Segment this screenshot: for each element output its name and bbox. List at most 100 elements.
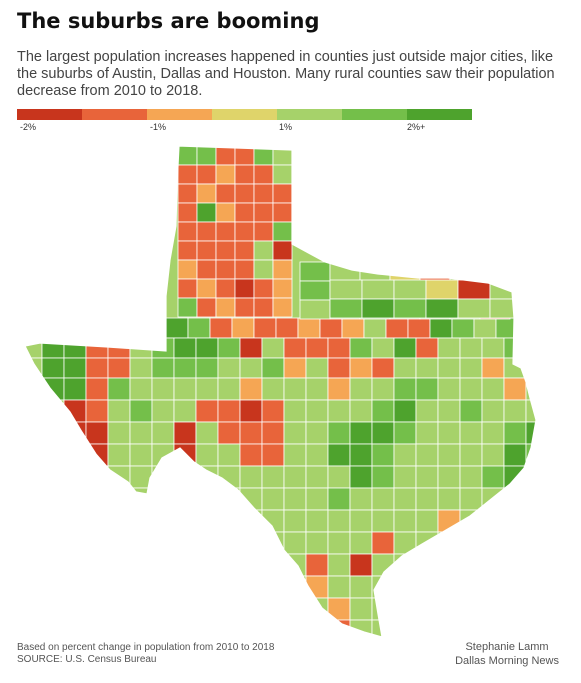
county	[459, 465, 483, 489]
county	[319, 317, 343, 339]
county	[459, 575, 483, 599]
county	[85, 553, 109, 577]
county	[63, 553, 87, 577]
county	[415, 465, 439, 489]
county	[415, 619, 439, 637]
county	[393, 575, 417, 599]
county	[415, 443, 439, 467]
county	[217, 597, 241, 621]
county	[437, 531, 461, 555]
county	[349, 619, 373, 637]
county	[173, 487, 197, 511]
county	[481, 357, 505, 379]
county	[349, 377, 373, 401]
county	[41, 597, 65, 621]
county	[459, 509, 483, 533]
county	[548, 532, 570, 554]
county	[393, 399, 417, 423]
county	[215, 183, 236, 204]
county	[548, 510, 570, 532]
county	[272, 278, 293, 299]
county	[272, 240, 293, 261]
county	[261, 597, 285, 621]
county	[261, 487, 285, 511]
county	[503, 597, 527, 621]
county	[41, 619, 65, 637]
county	[305, 597, 329, 621]
county	[129, 553, 153, 577]
county	[177, 221, 198, 242]
county	[196, 183, 217, 204]
county	[327, 487, 351, 511]
county	[503, 575, 527, 599]
county	[570, 444, 581, 466]
county	[548, 358, 570, 378]
county	[481, 421, 505, 445]
county	[129, 531, 153, 555]
county	[41, 421, 65, 445]
county	[548, 444, 570, 466]
county	[327, 337, 351, 359]
county	[425, 279, 459, 300]
county	[548, 620, 570, 640]
county	[234, 164, 255, 185]
county	[371, 487, 395, 511]
county	[85, 337, 109, 359]
county	[107, 597, 131, 621]
county	[253, 278, 274, 299]
county	[481, 337, 505, 359]
county	[63, 337, 87, 359]
county	[525, 399, 536, 423]
county	[548, 378, 570, 400]
county	[349, 465, 373, 489]
county	[151, 399, 175, 423]
county	[234, 240, 255, 261]
county	[415, 531, 439, 555]
county	[129, 619, 153, 637]
county	[570, 400, 581, 422]
county	[481, 597, 505, 621]
county	[85, 575, 109, 599]
county	[305, 357, 329, 379]
county	[63, 487, 87, 511]
county	[570, 620, 581, 640]
county	[253, 240, 274, 261]
county	[503, 357, 527, 379]
county	[217, 377, 241, 401]
county	[239, 399, 263, 423]
county	[129, 357, 153, 379]
county	[165, 317, 189, 339]
county	[481, 553, 505, 577]
county	[217, 553, 241, 577]
county	[231, 317, 255, 339]
county	[239, 377, 263, 401]
chart-title: The suburbs are booming	[17, 9, 320, 33]
county	[481, 619, 505, 637]
county	[41, 509, 65, 533]
county	[187, 317, 211, 339]
county	[234, 278, 255, 299]
county	[481, 399, 505, 423]
county	[283, 553, 307, 577]
county	[195, 619, 219, 637]
county	[570, 422, 581, 444]
county	[25, 421, 43, 445]
county	[449, 261, 481, 282]
county	[548, 554, 570, 576]
county	[437, 377, 461, 401]
county	[393, 531, 417, 555]
county	[437, 597, 461, 621]
county	[548, 338, 570, 358]
county	[63, 465, 87, 489]
county	[349, 337, 373, 359]
county	[253, 297, 274, 318]
county	[415, 509, 439, 533]
county	[305, 531, 329, 555]
author-name: Stephanie Lamm	[465, 641, 549, 653]
county	[415, 553, 439, 577]
county	[41, 399, 65, 423]
county	[63, 597, 87, 621]
county	[437, 553, 461, 577]
county	[25, 509, 43, 533]
county	[327, 553, 351, 577]
